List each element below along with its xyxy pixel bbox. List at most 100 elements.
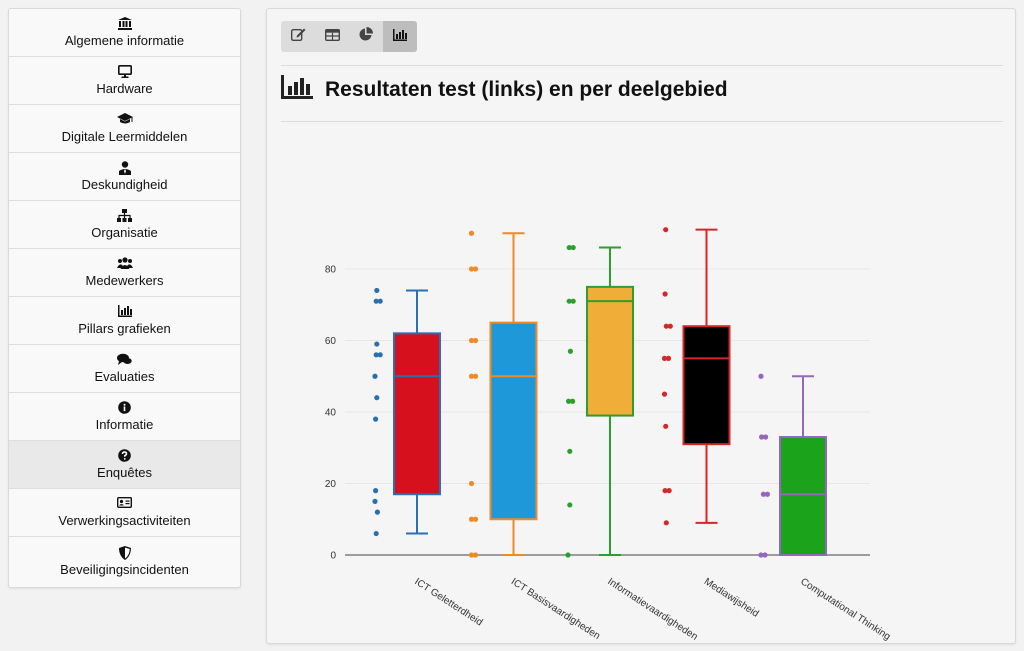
pie-chart-view-button[interactable] (349, 21, 383, 52)
data-point (663, 323, 669, 329)
bar-chart-icon (281, 75, 313, 104)
sidebar-item-label: Pillars grafieken (78, 321, 171, 336)
box (489, 321, 538, 521)
bar-chart-view-button[interactable] (383, 21, 417, 52)
data-point (758, 373, 764, 379)
y-tick-label: 60 (325, 336, 337, 347)
y-tick-label: 20 (325, 479, 337, 490)
data-point (468, 230, 475, 236)
data-point (372, 373, 378, 379)
data-point (570, 298, 576, 304)
monitor-icon (117, 65, 132, 79)
x-tick-label: Computational Thinking (798, 576, 892, 642)
id-card-icon (117, 497, 132, 511)
data-point (565, 552, 571, 558)
shield-icon (118, 545, 131, 560)
info-circle-icon (118, 401, 131, 415)
data-point (373, 352, 379, 358)
sidebar-item-pillars-grafieken[interactable]: Pillars grafieken (9, 297, 240, 345)
y-tick-label: 40 (325, 408, 337, 419)
sidebar-item-label: Digitale Leermiddelen (61, 129, 188, 144)
sidebar-item-label: Informatie (95, 417, 154, 432)
data-point (662, 488, 668, 494)
sidebar-item-label: Hardware (96, 81, 153, 96)
user-tie-icon (118, 161, 131, 175)
page-header: Resultaten test (links) en per deelgebie… (281, 75, 728, 104)
divider (281, 121, 1003, 122)
sidebar-item-label: Beveiligingsincidenten (60, 561, 189, 577)
sidebar-item-medewerkers[interactable]: Medewerkers (9, 249, 240, 297)
data-point (570, 244, 576, 251)
data-point (764, 491, 771, 497)
data-point (758, 552, 764, 558)
sidebar-item-label: Evaluaties (94, 369, 155, 384)
data-point (570, 398, 576, 404)
sidebar-item-label: Algemene informatie (64, 33, 185, 48)
data-point (665, 355, 672, 361)
sidebar-item-label: Organisatie (91, 225, 158, 240)
data-point (472, 266, 479, 272)
sitemap-icon (117, 209, 132, 223)
data-point (759, 434, 765, 440)
sidebar-item-label: Deskundigheid (81, 177, 168, 192)
x-tick-label: Mediawijsheid (702, 576, 761, 619)
sidebar-item-label: Enquêtes (97, 465, 152, 480)
bar-chart-icon (117, 305, 132, 319)
sidebar-item-digitale-leermiddelen[interactable]: Digitale Leermiddelen (9, 105, 240, 153)
sidebar-item-beveiligingsincidenten[interactable]: Beveiligingsincidenten (9, 537, 240, 585)
box (393, 332, 441, 496)
data-point (377, 352, 383, 358)
table-view-button[interactable] (315, 21, 349, 52)
data-point (472, 552, 479, 558)
data-point (374, 509, 380, 515)
bank-icon (117, 17, 132, 31)
data-point (374, 287, 380, 294)
data-point (468, 516, 475, 522)
box (779, 436, 827, 556)
data-point (760, 491, 767, 497)
main-panel: Resultaten test (links) en per deelgebie… (266, 8, 1016, 644)
data-point (666, 488, 672, 494)
divider (281, 65, 1003, 66)
data-point (468, 266, 475, 272)
data-point (373, 298, 379, 304)
graduation-cap-icon (116, 113, 133, 127)
data-point (567, 348, 574, 354)
data-point (763, 434, 769, 440)
bar-chart-icon (393, 28, 407, 46)
sidebar-item-verwerkingsactiviteiten[interactable]: Verwerkingsactiviteiten (9, 489, 240, 537)
sidebar-item-informatie[interactable]: Informatie (9, 393, 240, 441)
edit-view-button[interactable] (281, 21, 315, 52)
data-point (468, 373, 475, 379)
sidebar-item-organisatie[interactable]: Organisatie (9, 201, 240, 249)
question-circle-icon (118, 449, 131, 463)
y-tick-label: 80 (325, 265, 337, 276)
data-point (374, 395, 380, 401)
data-point (372, 498, 378, 504)
data-point (762, 552, 768, 558)
sidebar-item-label: Medewerkers (85, 273, 164, 288)
data-point (566, 244, 572, 251)
data-point (567, 502, 573, 508)
data-point (472, 337, 479, 344)
sidebar-item-hardware[interactable]: Hardware (9, 57, 240, 105)
data-point (472, 373, 479, 379)
data-point (663, 423, 669, 429)
page-title: Resultaten test (links) en per deelgebie… (325, 77, 728, 101)
data-point (663, 520, 669, 526)
data-point (566, 298, 572, 304)
data-point (373, 488, 379, 494)
sidebar-item-algemene-informatie[interactable]: Algemene informatie (9, 9, 240, 57)
data-point (374, 341, 380, 347)
x-tick-label: ICT Basisvaardigheden (509, 576, 602, 642)
users-icon (116, 257, 133, 271)
sidebar-item-enqu-tes[interactable]: Enquêtes (9, 441, 240, 489)
sidebar-item-deskundigheid[interactable]: Deskundigheid (9, 153, 240, 201)
pie-chart-icon (359, 27, 373, 46)
x-tick-label: ICT Geletterdheid (412, 576, 484, 628)
x-tick-label: Informatievaardigheden (605, 576, 699, 642)
data-point (373, 530, 379, 537)
data-point (468, 337, 475, 344)
sidebar-item-evaluaties[interactable]: Evaluaties (9, 345, 240, 393)
